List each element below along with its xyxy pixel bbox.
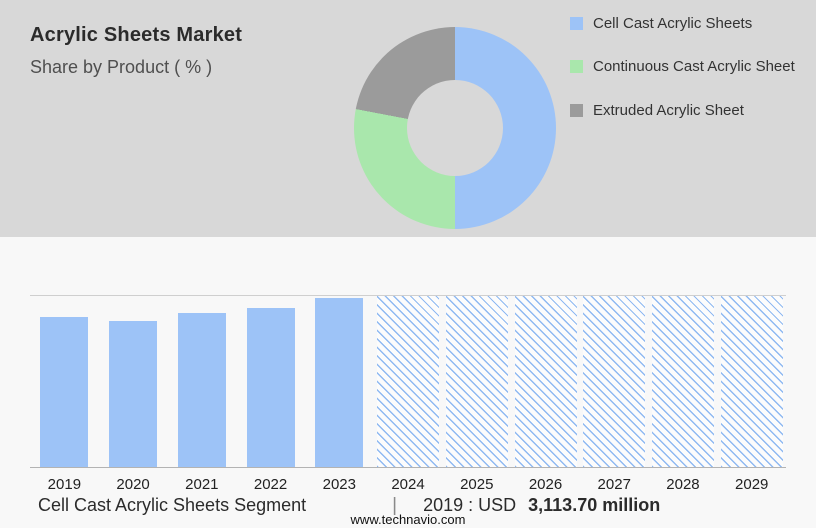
- bar-slot: [236, 296, 305, 467]
- x-axis-label: 2021: [185, 476, 219, 493]
- value-bar: [177, 312, 226, 467]
- legend-item: Continuous Cast Acrylic Sheet: [570, 57, 802, 77]
- forecast-bar: [583, 296, 646, 467]
- donut-chart: [354, 27, 556, 229]
- legend-item: Cell Cast Acrylic Sheets: [570, 14, 802, 34]
- header-panel: Acrylic Sheets Market Share by Product (…: [0, 0, 816, 237]
- x-axis-label: 2024: [391, 476, 425, 493]
- segment-caption: Cell Cast Acrylic Sheets Segment: [38, 495, 307, 515]
- forecast-bar: [720, 296, 783, 467]
- legend-label: Cell Cast Acrylic Sheets: [593, 15, 753, 32]
- bar-slot: [442, 296, 511, 467]
- legend-label: Extruded Acrylic Sheet: [593, 101, 744, 119]
- bar-slot: [580, 296, 649, 467]
- website-url: www.technavio.com: [350, 512, 466, 527]
- value-bar: [246, 307, 295, 467]
- x-axis-label: 2029: [735, 476, 769, 493]
- forecast-bar: [377, 296, 440, 467]
- bar-slot: [649, 296, 718, 467]
- caption-value: 3,113.70 million: [528, 495, 661, 515]
- bar-chart-panel: 2019 2020 2021 2022 2023 2024 2025 2026 2027 2028…: [0, 237, 816, 528]
- bar-slot: [99, 296, 168, 467]
- page-subtitle: Share by Product ( % ): [30, 57, 213, 77]
- legend-swatch: [570, 17, 583, 30]
- bar-slot: [374, 296, 443, 467]
- value-bar: [315, 297, 364, 467]
- x-axis-labels: 2019 2020 2021 2022 2023 2024 2025 2026 2027 2028…: [30, 476, 786, 493]
- bar-slot: [305, 296, 374, 467]
- x-axis-label: 2020: [116, 476, 150, 493]
- caption-value-group: 2019 : USD 3,113.70 million: [423, 495, 660, 516]
- caption-row: Cell Cast Acrylic Sheets Segment | 2019 …: [38, 495, 786, 517]
- forecast-bar: [445, 296, 508, 467]
- chart-legend: Cell Cast Acrylic Sheets Continuous Cast …: [570, 14, 802, 144]
- forecast-bar: [651, 296, 714, 467]
- x-axis-label: 2019: [47, 476, 82, 493]
- x-axis-label: 2025: [460, 476, 494, 493]
- caption-year-label: 2019 : USD: [423, 495, 517, 515]
- value-bar: [40, 317, 89, 467]
- value-bar: [109, 321, 158, 467]
- x-axis-label: 2023: [322, 476, 356, 493]
- legend-label: Continuous Cast Acrylic Sheet: [593, 58, 795, 76]
- x-axis-label: 2022: [253, 476, 288, 493]
- forecast-bar: [514, 296, 577, 467]
- bar-slot: [717, 296, 786, 467]
- x-axis-label: 2027: [597, 476, 631, 493]
- title-block: Acrylic Sheets Market Share by Product (…: [30, 24, 242, 78]
- x-axis-label: 2026: [528, 476, 563, 493]
- page-title: Acrylic Sheets Market: [30, 24, 243, 46]
- bar-slot: [167, 296, 236, 467]
- legend-swatch: [570, 60, 583, 74]
- caption-divider: |: [392, 495, 398, 516]
- legend-item: Extruded Acrylic Sheet: [570, 101, 802, 121]
- donut-hole: [407, 80, 503, 176]
- bar-slot: [511, 296, 580, 467]
- legend-swatch: [570, 103, 583, 117]
- x-axis-label: 2028: [666, 476, 700, 493]
- bar-slot: [30, 296, 99, 467]
- bar-plot-area: [30, 295, 786, 468]
